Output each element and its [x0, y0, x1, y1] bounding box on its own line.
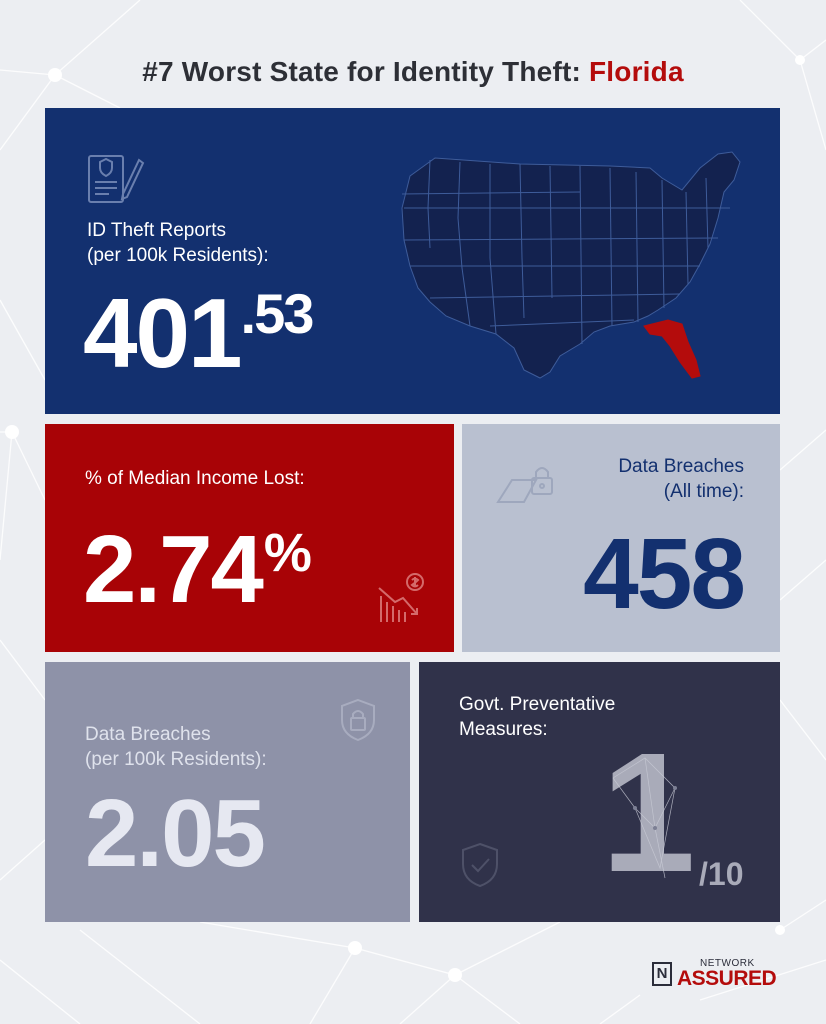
income-lost-value: 2.74%	[83, 522, 312, 618]
id-theft-value-decimal: .53	[240, 282, 315, 345]
logo-top-text: NETWORK	[700, 958, 755, 969]
title-prefix: #7 Worst State for Identity Theft:	[142, 56, 589, 87]
page-title: #7 Worst State for Identity Theft: Flori…	[0, 56, 826, 88]
income-lost-label: % of Median Income Lost:	[85, 468, 305, 489]
breaches-per-100k-value: 2.05	[85, 780, 266, 887]
income-lost-value-unit: %	[263, 523, 312, 583]
logo-mark: N	[652, 962, 672, 986]
govt-measures-label: Govt. Preventative Measures:	[459, 692, 615, 742]
breaches-per-100k-card: Data Breaches (per 100k Residents): 2.05	[45, 662, 410, 922]
id-theft-label-line1: ID Theft Reports	[87, 220, 227, 241]
logo-main-text: ASSURED	[677, 967, 777, 990]
breaches-all-time-label-line1: Data Breaches	[618, 456, 744, 477]
id-theft-value-main: 401	[83, 278, 243, 388]
govt-measures-denominator: /10	[699, 856, 744, 892]
florida-highlight	[643, 319, 701, 379]
govt-measures-card: Govt. Preventative Measures: 1 /10	[419, 662, 780, 922]
title-state: Florida	[589, 56, 684, 87]
income-lost-card: % of Median Income Lost: 2.74%	[45, 424, 454, 652]
govt-measures-label-line2: Measures:	[459, 719, 548, 740]
declining-money-chart-icon	[378, 573, 424, 622]
breaches-all-time-value: 458	[583, 518, 746, 630]
breaches-all-time-card: Data Breaches (All time): 458	[462, 424, 780, 652]
govt-measures-label-line1: Govt. Preventative	[459, 694, 616, 715]
id-theft-label: ID Theft Reports (per 100k Residents):	[87, 218, 269, 268]
us-states-map-icon	[401, 151, 741, 379]
network-assured-logo: N NETWORK ASSURED	[652, 956, 778, 990]
report-document-icon	[88, 155, 145, 203]
open-laptop-lock-icon	[496, 467, 553, 503]
breaches-per-100k-label: Data Breaches (per 100k Residents):	[85, 722, 267, 772]
shield-lock-icon	[341, 698, 375, 742]
govt-measures-value: 1	[601, 718, 696, 908]
breaches-per-100k-label-line2: (per 100k Residents):	[85, 749, 267, 770]
value-network-overlay	[612, 757, 677, 879]
id-theft-card: ID Theft Reports (per 100k Residents): 4…	[45, 108, 780, 414]
breaches-all-time-label-line2: (All time):	[663, 481, 744, 502]
shield-check-icon	[462, 842, 498, 888]
id-theft-value: 401.53	[83, 282, 315, 382]
breaches-per-100k-label-line1: Data Breaches	[85, 724, 211, 745]
income-lost-value-main: 2.74	[83, 516, 264, 623]
breaches-all-time-label: Data Breaches (All time):	[618, 454, 744, 504]
id-theft-label-line2: (per 100k Residents):	[87, 245, 269, 266]
